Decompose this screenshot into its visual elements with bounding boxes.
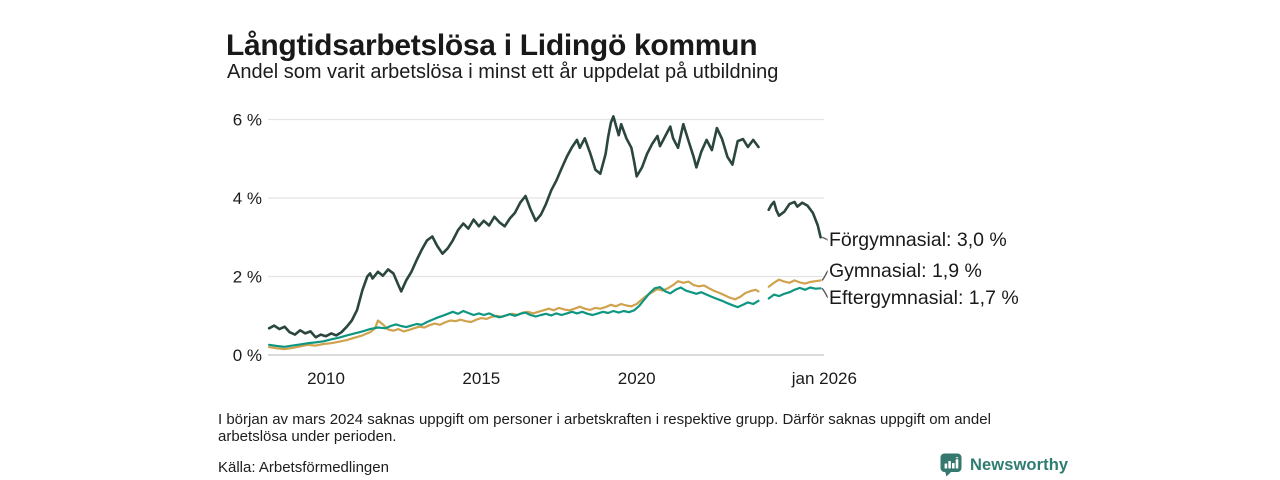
series-label-eftergymnasial: Eftergymnasial: 1,7 % — [829, 287, 1019, 309]
source-caption: Källa: Arbetsförmedlingen — [218, 459, 389, 476]
x-tick-label: 2020 — [618, 369, 656, 388]
y-tick-label: 2 % — [233, 268, 262, 287]
x-tick-label: 2010 — [307, 369, 345, 388]
label-connector — [821, 270, 828, 281]
series-label-gymnasial: Gymnasial: 1,9 % — [829, 260, 982, 282]
newsworthy-logo-icon — [940, 453, 962, 477]
page-title: Långtidsarbetslösa i Lidingö kommun — [226, 29, 758, 63]
footnote: I början av mars 2024 saknas uppgift om … — [218, 411, 991, 445]
line-gymnasial — [268, 280, 760, 351]
x-tick-label: jan 2026 — [791, 369, 857, 388]
newsworthy-wordmark: Newsworthy — [970, 455, 1069, 474]
y-tick-label: 4 % — [233, 189, 262, 208]
line-eftergymnasial — [767, 286, 822, 300]
line-gymnasial — [767, 278, 822, 288]
series-label-forgymnasial: Förgymnasial: 3,0 % — [829, 229, 1007, 251]
x-tick-label: 2015 — [462, 369, 500, 388]
label-connector — [821, 236, 828, 241]
label-connector — [821, 287, 828, 299]
newsworthy-brand: Newsworthy — [940, 453, 1068, 477]
line-förgymnasial — [267, 115, 760, 339]
y-tick-label: 6 % — [233, 111, 262, 130]
y-tick-label: 0 % — [233, 346, 262, 365]
line-eftergymnasial — [268, 286, 760, 348]
line-förgymnasial — [767, 200, 822, 239]
page-subtitle: Andel som varit arbetslösa i minst ett å… — [227, 61, 779, 83]
